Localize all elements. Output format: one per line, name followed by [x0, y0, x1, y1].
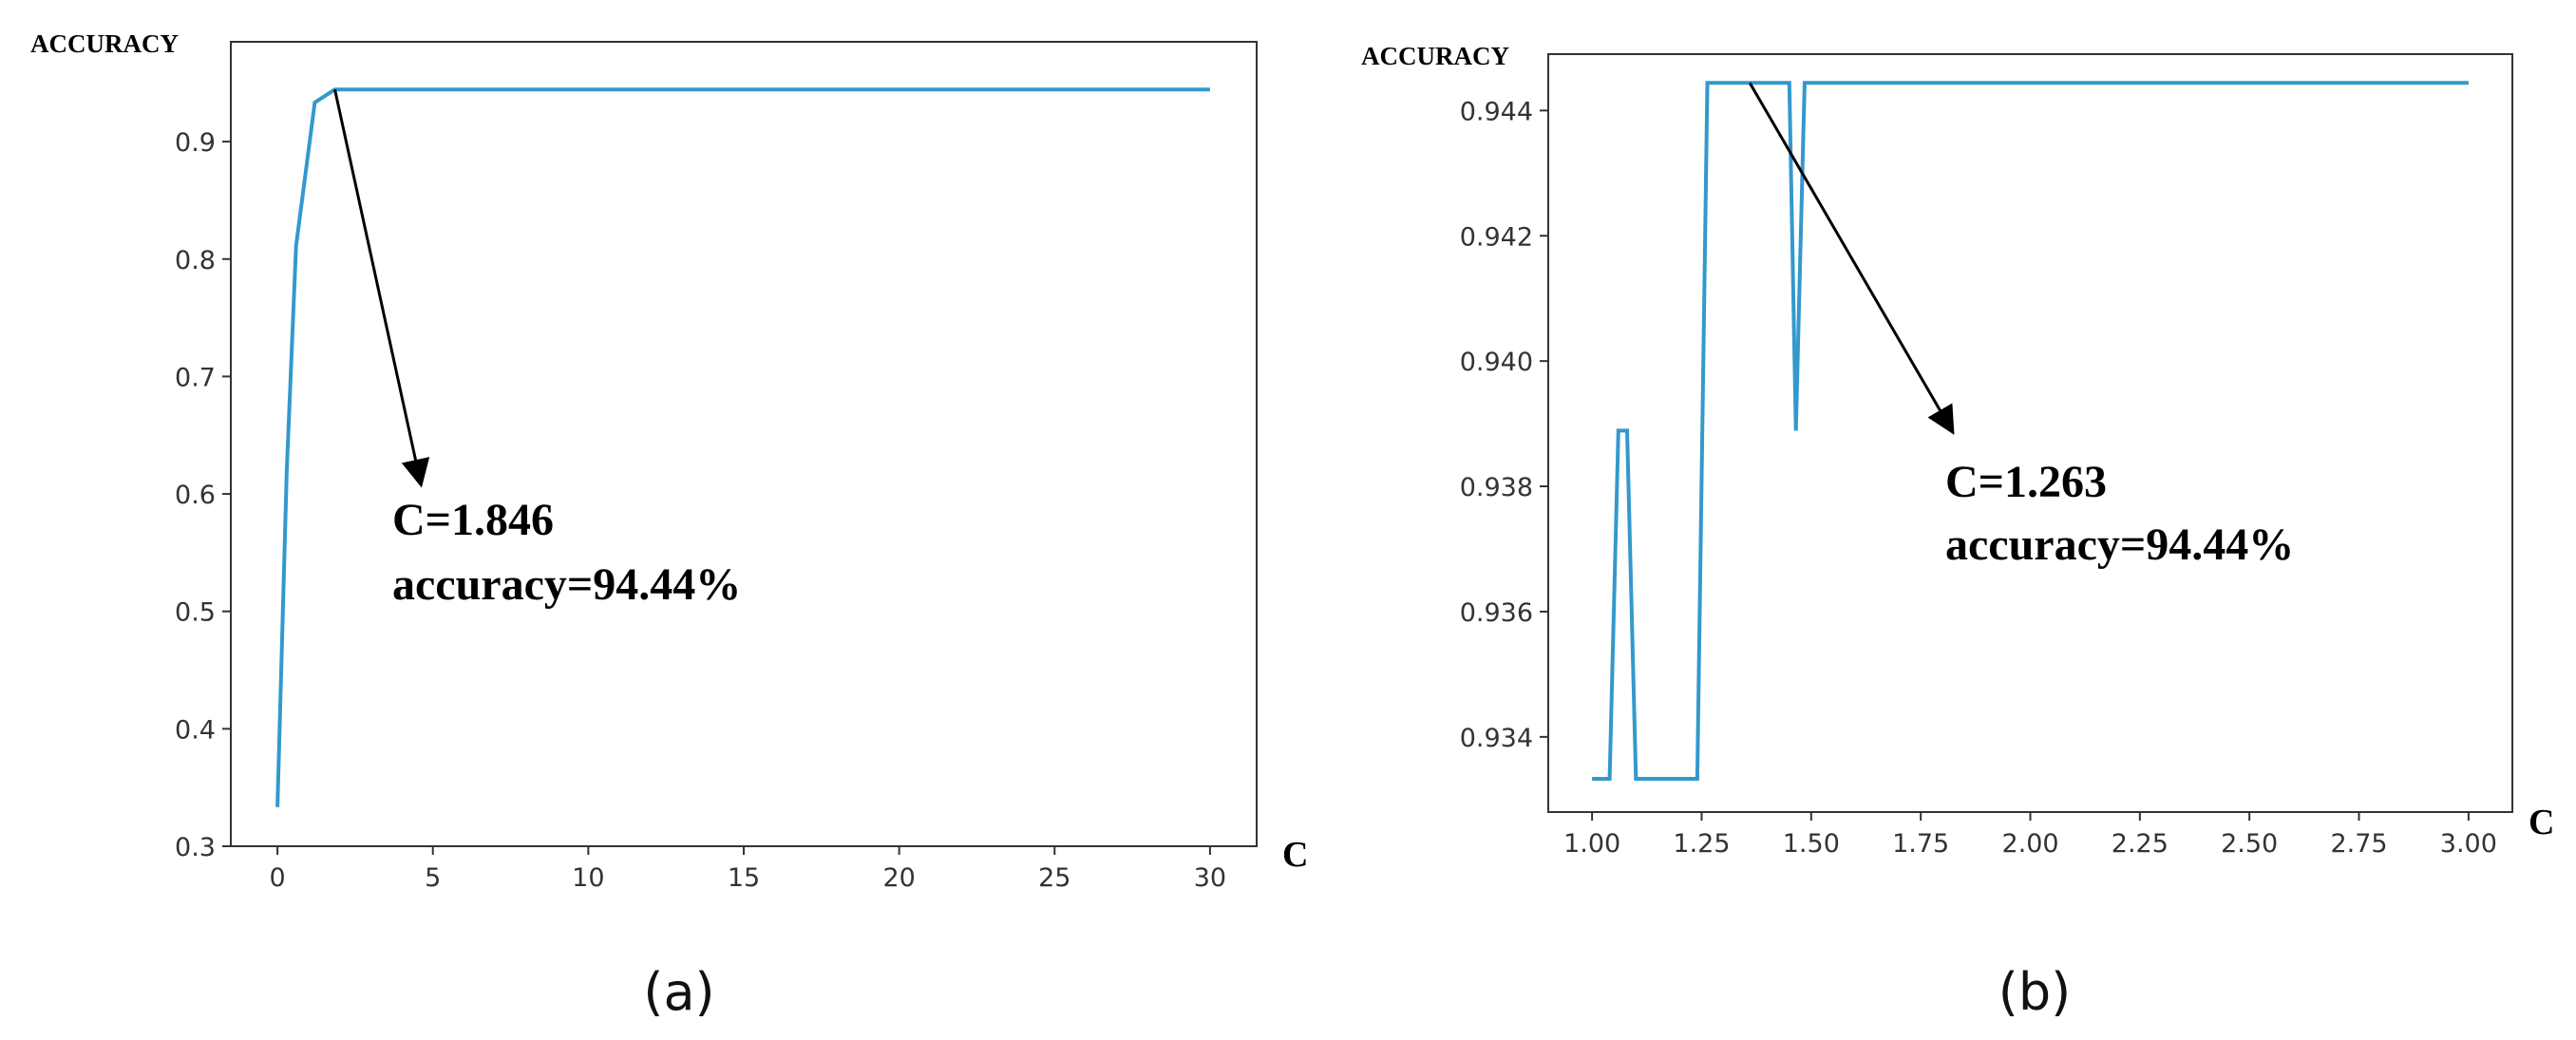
panel-b-y-axis-label: ACCURACY: [1361, 42, 1509, 70]
panel-a-y-tick-label: 0.6: [175, 481, 216, 510]
panel-b-y-ticks: 0.934 0.936 0.938 0.940 0.942 0.944: [1460, 97, 1548, 753]
panel-b-y-tick-label: 0.942: [1460, 222, 1533, 252]
panel-a-x-tick-label: 25: [1038, 863, 1070, 893]
panel-a-annotation-line-2: accuracy=94.44%: [392, 559, 741, 610]
panel-a-y-tick-label: 0.3: [175, 833, 216, 862]
panel-a-x-axis-label: C: [1282, 835, 1308, 875]
panel-a-caption: (a): [643, 962, 714, 1022]
panel-a: 0.3 0.4 0.5 0.6 0.7 0.8 0.9 0 5 10 15 20 25 30 ACCUR…: [30, 29, 1308, 1022]
panel-a-x-tick-label: 20: [882, 863, 915, 893]
panel-b-y-tick-label: 0.938: [1460, 473, 1533, 502]
panel-a-x-ticks: 0 5 10 15 20 25 30: [269, 846, 1226, 893]
panel-b-annotation-arrow: [1748, 82, 1955, 435]
panel-b-annotation-line-1: C=1.263: [1945, 457, 2107, 507]
panel-b-x-tick-label: 2.25: [2112, 829, 2169, 859]
panel-b-plot-frame: [1547, 53, 2513, 813]
panel-a-y-ticks: 0.3 0.4 0.5 0.6 0.7 0.8 0.9: [175, 128, 231, 862]
panel-b-x-tick-label: 2.00: [2001, 829, 2058, 859]
panel-b-y-tick-label: 0.936: [1460, 598, 1533, 628]
panel-a-x-tick-label: 0: [269, 863, 285, 893]
panel-b-x-tick-label: 2.50: [2221, 829, 2278, 859]
panel-b-x-tick-label: 1.00: [1563, 829, 1620, 859]
panel-b-accuracy-line: [1592, 81, 2469, 781]
panel-a-accuracy-line: [275, 87, 1210, 807]
panel-a-y-axis-label: ACCURACY: [30, 29, 179, 58]
panel-b-y-tick-label: 0.934: [1460, 724, 1533, 753]
panel-b-annotation-line-2: accuracy=94.44%: [1945, 520, 2294, 570]
panel-b-x-tick-label: 1.50: [1783, 829, 1840, 859]
panel-a-y-tick-label: 0.5: [175, 598, 216, 628]
panel-b-x-tick-label: 1.75: [1892, 829, 1949, 859]
panel-a-annotation-arrow: [333, 88, 430, 488]
panel-b-x-tick-label: 1.25: [1673, 829, 1730, 859]
panel-b-y-tick-label: 0.944: [1460, 97, 1533, 126]
panel-b-caption: (b): [1998, 962, 2071, 1022]
panel-a-x-tick-label: 30: [1194, 863, 1226, 893]
panel-a-x-tick-label: 5: [425, 863, 441, 893]
panel-a-y-tick-label: 0.8: [175, 246, 216, 275]
panel-b-x-axis-label: C: [2529, 803, 2554, 842]
panel-a-y-tick-label: 0.7: [175, 363, 216, 392]
panel-b-y-tick-label: 0.940: [1460, 348, 1533, 377]
panel-b-x-tick-label: 2.75: [2330, 829, 2387, 859]
panel-a-x-tick-label: 15: [728, 863, 760, 893]
panel-a-annotation-line-1: C=1.846: [392, 495, 554, 545]
panel-b-x-tick-label: 3.00: [2440, 829, 2497, 859]
panel-a-y-tick-label: 0.4: [175, 715, 216, 745]
panel-b-x-ticks: 1.00 1.25 1.50 1.75 2.00 2.25 2.50 2.75 3.00: [1563, 812, 2497, 859]
panel-a-x-tick-label: 10: [572, 863, 604, 893]
panel-a-y-tick-label: 0.9: [175, 128, 216, 158]
panel-a-plot-frame: [230, 41, 1258, 847]
